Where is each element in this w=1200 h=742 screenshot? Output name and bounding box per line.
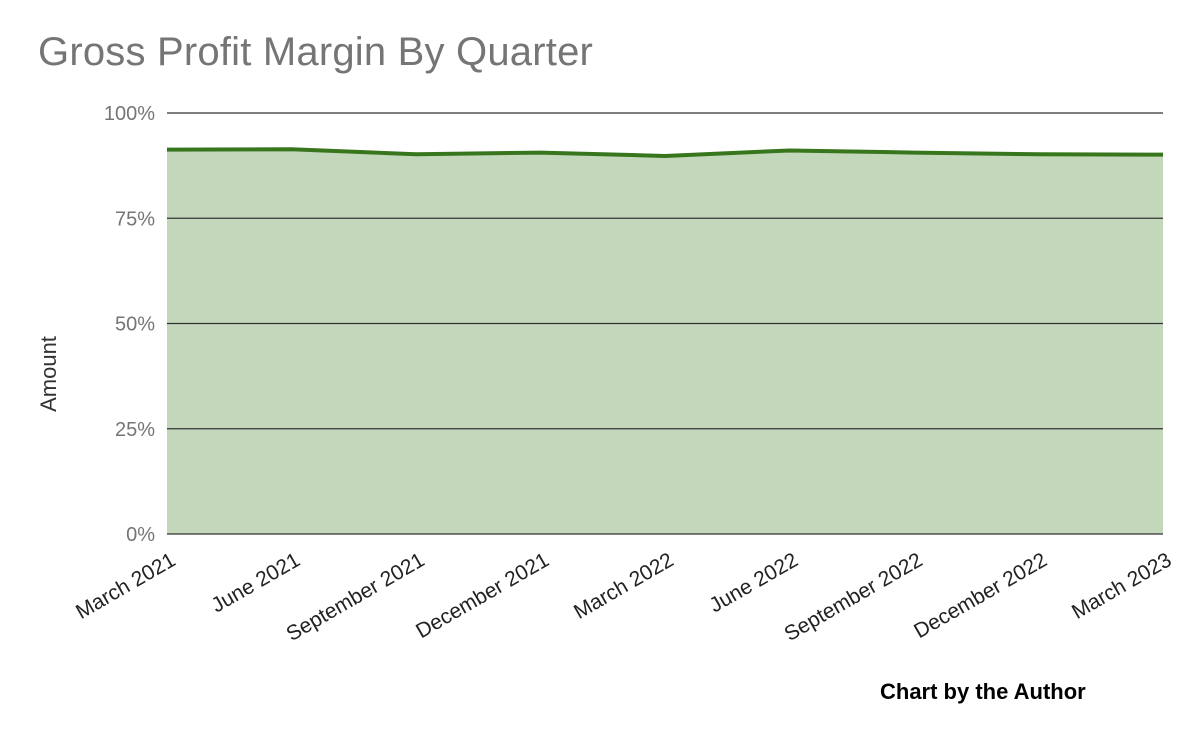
line-layer: [166, 147, 1164, 158]
y-tick-label: 25%: [115, 419, 155, 441]
chart-title: Gross Profit Margin By Quarter: [38, 30, 594, 74]
chart-credit: Chart by the Author: [880, 679, 1086, 704]
x-tick-label: March 2023: [1068, 548, 1176, 623]
y-tick-label: 100%: [104, 103, 155, 125]
series-area: [167, 149, 1163, 534]
x-tick-label: June 2021: [208, 548, 304, 617]
y-tick-label: 0%: [126, 524, 155, 546]
y-tick-label: 50%: [115, 314, 155, 336]
x-tick-label: March 2021: [72, 548, 180, 623]
x-tick-label: September 2021: [283, 548, 429, 646]
grid-layer: [167, 112, 1163, 535]
x-tick-label: September 2022: [781, 548, 927, 646]
x-tick-label: December 2022: [910, 548, 1051, 643]
area-layer: [167, 149, 1163, 534]
y-axis-label: Amount: [36, 336, 61, 412]
y-tick-label: 75%: [115, 208, 155, 230]
x-tick-label: June 2022: [706, 548, 802, 617]
x-tick-label: March 2022: [570, 548, 678, 623]
y-axis-ticks: 0% 25% 50% 75% 100%: [104, 103, 155, 546]
x-tick-label: December 2021: [412, 548, 553, 643]
